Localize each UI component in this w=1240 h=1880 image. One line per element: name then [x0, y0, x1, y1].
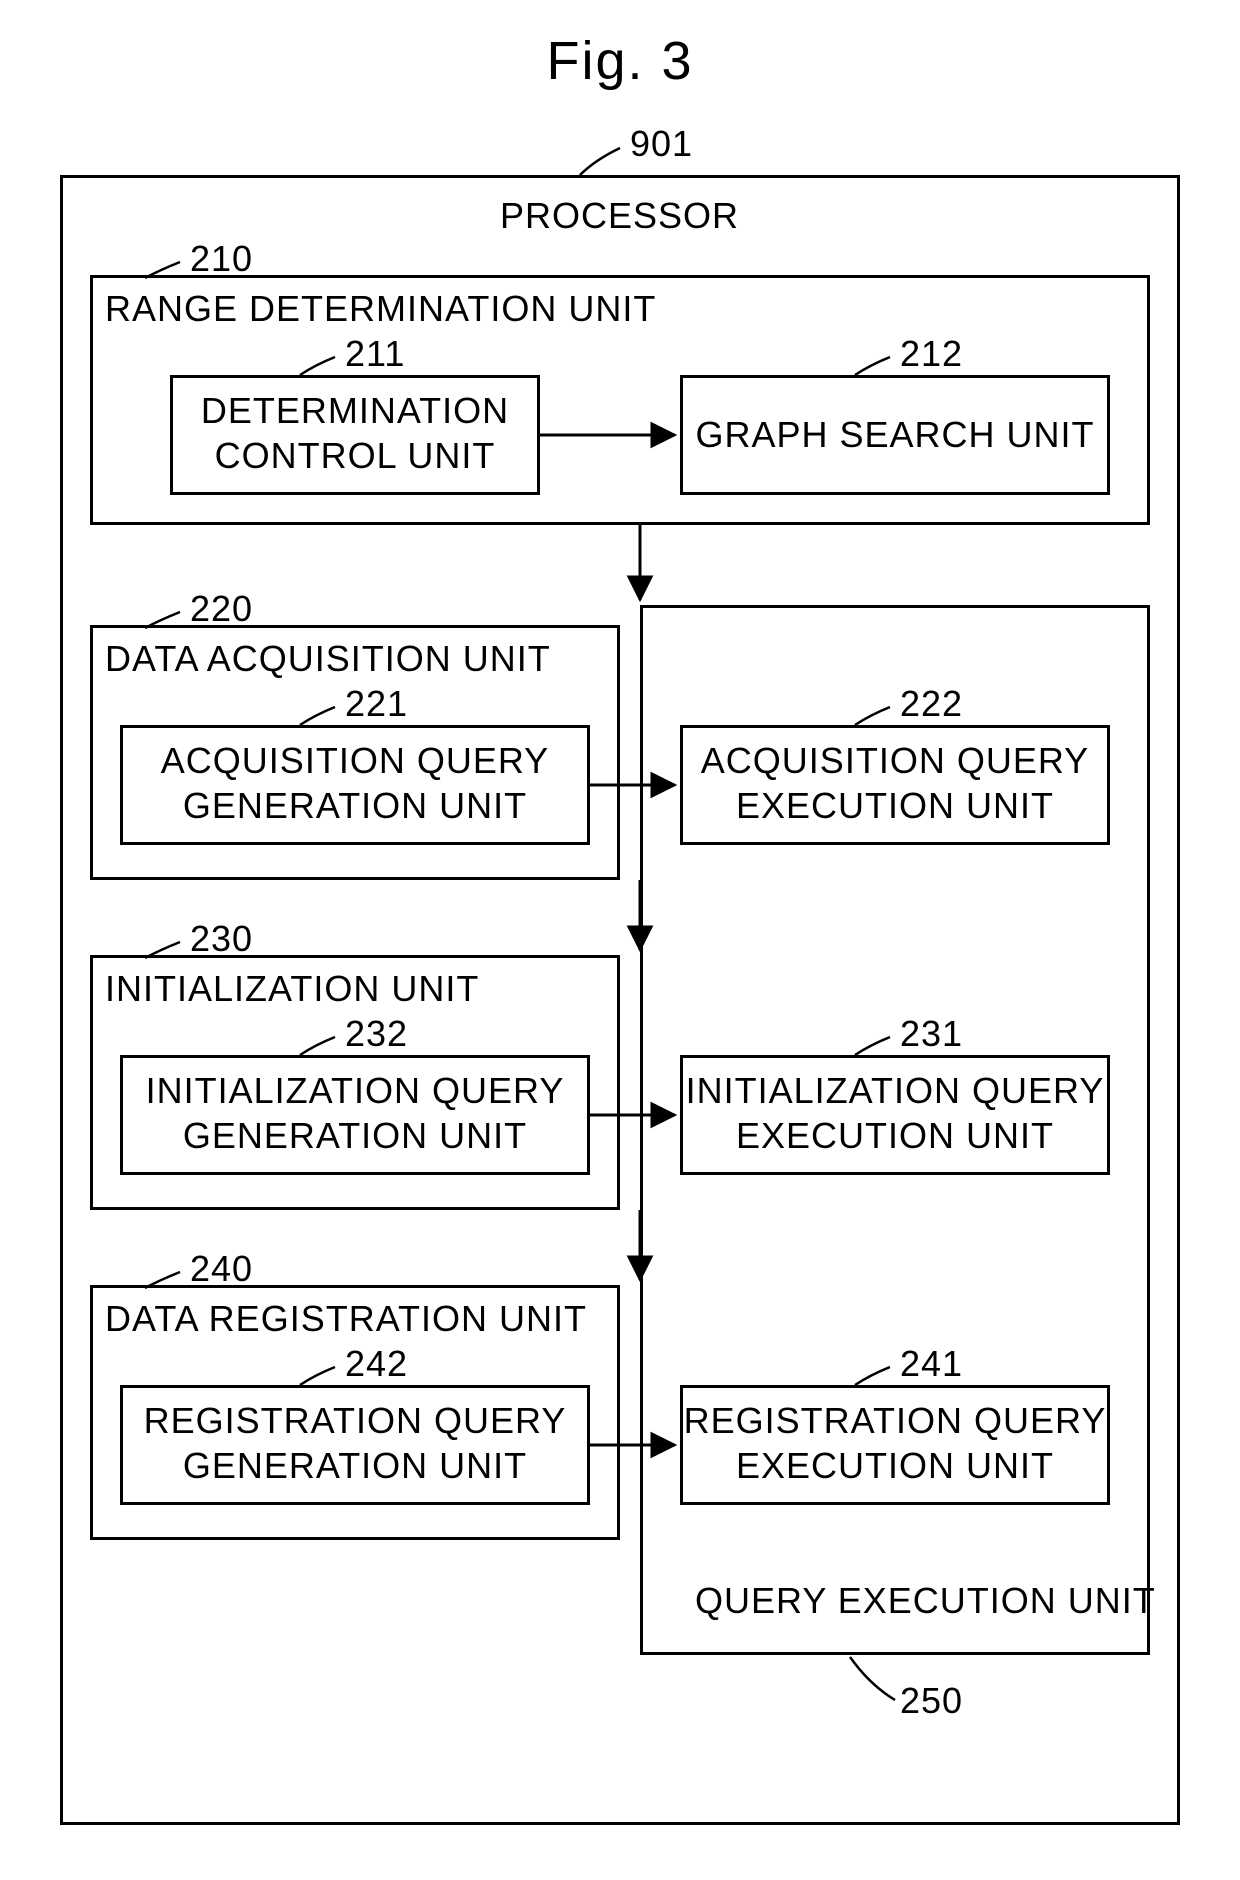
processor-label: PROCESSOR: [500, 195, 739, 237]
ref-222: 222: [900, 683, 963, 725]
reg-exec-l1: REGISTRATION QUERY: [684, 1400, 1107, 1441]
init-gen-l2: GENERATION UNIT: [183, 1115, 527, 1156]
ref-250: 250: [900, 1680, 963, 1722]
acq-exec-l2: EXECUTION UNIT: [736, 785, 1054, 826]
acq-gen-l1: ACQUISITION QUERY: [161, 740, 549, 781]
acq-exec-label: ACQUISITION QUERY EXECUTION UNIT: [680, 738, 1110, 828]
ref-211: 211: [345, 333, 405, 375]
acq-exec-l1: ACQUISITION QUERY: [701, 740, 1089, 781]
init-exec-l1: INITIALIZATION QUERY: [686, 1070, 1105, 1111]
reg-gen-l1: REGISTRATION QUERY: [144, 1400, 567, 1441]
query-exec-label: QUERY EXECUTION UNIT: [695, 1580, 1156, 1622]
acq-gen-l2: GENERATION UNIT: [183, 785, 527, 826]
ref-210: 210: [190, 238, 253, 280]
det-control-l1: DETERMINATION: [201, 390, 509, 431]
ref-221: 221: [345, 683, 408, 725]
det-control-l2: CONTROL UNIT: [215, 435, 496, 476]
init-gen-l1: INITIALIZATION QUERY: [146, 1070, 565, 1111]
ref-232: 232: [345, 1013, 408, 1055]
ref-220: 220: [190, 588, 253, 630]
acq-gen-label: ACQUISITION QUERY GENERATION UNIT: [120, 738, 590, 828]
ref-230: 230: [190, 918, 253, 960]
data-acq-label: DATA ACQUISITION UNIT: [105, 638, 551, 680]
init-exec-label: INITIALIZATION QUERY EXECUTION UNIT: [680, 1068, 1110, 1158]
init-unit-label: INITIALIZATION UNIT: [105, 968, 479, 1010]
ref-231: 231: [900, 1013, 963, 1055]
ref-242: 242: [345, 1343, 408, 1385]
reg-gen-label: REGISTRATION QUERY GENERATION UNIT: [120, 1398, 590, 1488]
det-control-label: DETERMINATION CONTROL UNIT: [170, 388, 540, 478]
ref-901: 901: [630, 123, 693, 165]
graph-search-label: GRAPH SEARCH UNIT: [680, 412, 1110, 457]
range-unit-label: RANGE DETERMINATION UNIT: [105, 288, 656, 330]
reg-exec-l2: EXECUTION UNIT: [736, 1445, 1054, 1486]
ref-212: 212: [900, 333, 963, 375]
reg-gen-l2: GENERATION UNIT: [183, 1445, 527, 1486]
ref-241: 241: [900, 1343, 963, 1385]
init-gen-label: INITIALIZATION QUERY GENERATION UNIT: [120, 1068, 590, 1158]
reg-exec-label: REGISTRATION QUERY EXECUTION UNIT: [680, 1398, 1110, 1488]
data-reg-label: DATA REGISTRATION UNIT: [105, 1298, 587, 1340]
figure-title: Fig. 3: [0, 30, 1240, 92]
init-exec-l2: EXECUTION UNIT: [736, 1115, 1054, 1156]
ref-240: 240: [190, 1248, 253, 1290]
